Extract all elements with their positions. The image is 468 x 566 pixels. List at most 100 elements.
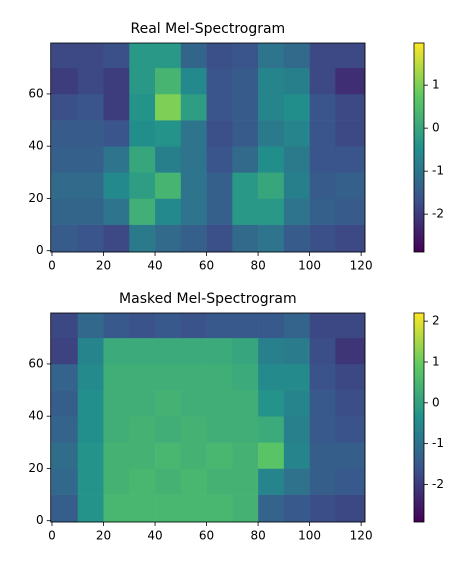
- heatmap-cell: [206, 43, 233, 69]
- heatmap-cell: [206, 468, 233, 495]
- heatmap-cell: [258, 93, 285, 121]
- heatmap-cell: [309, 146, 336, 173]
- heatmap-cell: [309, 120, 336, 147]
- heatmap-cell: [309, 390, 336, 417]
- heatmap-cell: [335, 363, 366, 391]
- x-tick-label: 20: [96, 529, 111, 543]
- heatmap-cell: [335, 390, 366, 417]
- colorbar-tick-label: 1: [432, 354, 440, 368]
- heatmap-cell: [232, 416, 259, 443]
- heatmap-cell: [155, 442, 182, 469]
- heatmap-cell: [180, 442, 207, 469]
- heatmap-cell: [77, 198, 104, 225]
- heatmap-cell: [206, 363, 233, 391]
- heatmap-cell: [232, 67, 259, 95]
- heatmap-cell: [309, 442, 336, 469]
- y-tick-label: 20: [28, 461, 43, 475]
- heatmap-cell: [155, 468, 182, 495]
- heatmap-cell: [309, 468, 336, 495]
- heatmap-cell: [103, 313, 130, 339]
- x-tick-label: 120: [350, 529, 373, 543]
- heatmap-cell: [180, 313, 207, 339]
- chart-title: Masked Mel-Spectrogram: [119, 291, 297, 307]
- heatmap-cell: [283, 172, 310, 199]
- heatmap-cell: [103, 337, 130, 365]
- x-tick-label: 100: [298, 259, 321, 273]
- heatmap-cell: [77, 494, 104, 523]
- heatmap-cell: [232, 146, 259, 173]
- heatmap-cell: [103, 224, 130, 253]
- heatmap-cell: [283, 363, 310, 391]
- heatmap-cell: [335, 172, 366, 199]
- heatmap-cell: [129, 67, 156, 95]
- heatmap-cell: [283, 390, 310, 417]
- heatmap-cell: [335, 468, 366, 495]
- heatmap-cell: [283, 43, 310, 69]
- heatmap-cell: [232, 494, 259, 523]
- x-tick-label: 0: [48, 259, 56, 273]
- heatmap-cell: [180, 43, 207, 69]
- heatmap-cell: [50, 337, 79, 365]
- heatmap-cell: [283, 120, 310, 147]
- heatmap-cell: [258, 172, 285, 199]
- x-tick-label: 60: [199, 259, 214, 273]
- heatmap-cell: [335, 43, 366, 69]
- axes-frame: [50, 312, 366, 523]
- colorbar-tick-label: 0: [432, 121, 440, 135]
- heatmap-cell: [103, 390, 130, 417]
- heatmap-cell: [129, 120, 156, 147]
- heatmap-cell: [50, 146, 79, 173]
- heatmap-cell: [77, 93, 104, 121]
- heatmap-cell: [50, 442, 79, 469]
- heatmap-cell: [103, 93, 130, 121]
- heatmap-cell: [50, 67, 79, 95]
- x-tick-label: 60: [199, 529, 214, 543]
- heatmap-cell: [206, 172, 233, 199]
- heatmap-cell: [50, 172, 79, 199]
- colorbar-tick-label: -1: [432, 164, 444, 178]
- heatmap-cell: [335, 93, 366, 121]
- heatmap-cell: [206, 337, 233, 365]
- heatmap-cell: [206, 494, 233, 523]
- heatmap-cell: [180, 494, 207, 523]
- heatmap-cell: [103, 120, 130, 147]
- heatmap-cell: [309, 494, 336, 523]
- heatmap-cell: [129, 468, 156, 495]
- heatmap-cell: [283, 224, 310, 253]
- colorbar-tick-label: -2: [432, 477, 444, 491]
- colorbar-tick-label: -1: [432, 436, 444, 450]
- heatmap-cell: [129, 442, 156, 469]
- heatmap-cell: [103, 198, 130, 225]
- heatmap-cell: [77, 120, 104, 147]
- heatmap-cell: [103, 172, 130, 199]
- heatmap-cell: [129, 390, 156, 417]
- heatmap-cell: [103, 468, 130, 495]
- heatmap-cell: [232, 363, 259, 391]
- heatmap-cell: [155, 93, 182, 121]
- heatmap-cell: [129, 43, 156, 69]
- heatmap-cell: [129, 363, 156, 391]
- heatmap-cell: [50, 416, 79, 443]
- heatmap-cell: [155, 43, 182, 69]
- x-tick-label: 20: [96, 259, 111, 273]
- heatmap-cell: [335, 313, 366, 339]
- heatmap-cell: [180, 146, 207, 173]
- colorbar: [413, 42, 425, 253]
- heatmap-cell: [129, 93, 156, 121]
- heatmap-cell: [180, 172, 207, 199]
- colorbar-tick-label: 1: [432, 78, 440, 92]
- x-tick-label: 120: [350, 259, 373, 273]
- heatmap-cell: [206, 198, 233, 225]
- heatmap-cell: [232, 43, 259, 69]
- heatmap-cell: [77, 172, 104, 199]
- heatmap-cell: [258, 224, 285, 253]
- heatmap-cell: [155, 363, 182, 391]
- y-tick-label: 20: [28, 191, 43, 205]
- colorbar-tick-label: 0: [432, 395, 440, 409]
- heatmap-cell: [258, 494, 285, 523]
- heatmap-cell: [258, 468, 285, 495]
- heatmap-cell: [50, 93, 79, 121]
- heatmap-cell: [283, 67, 310, 95]
